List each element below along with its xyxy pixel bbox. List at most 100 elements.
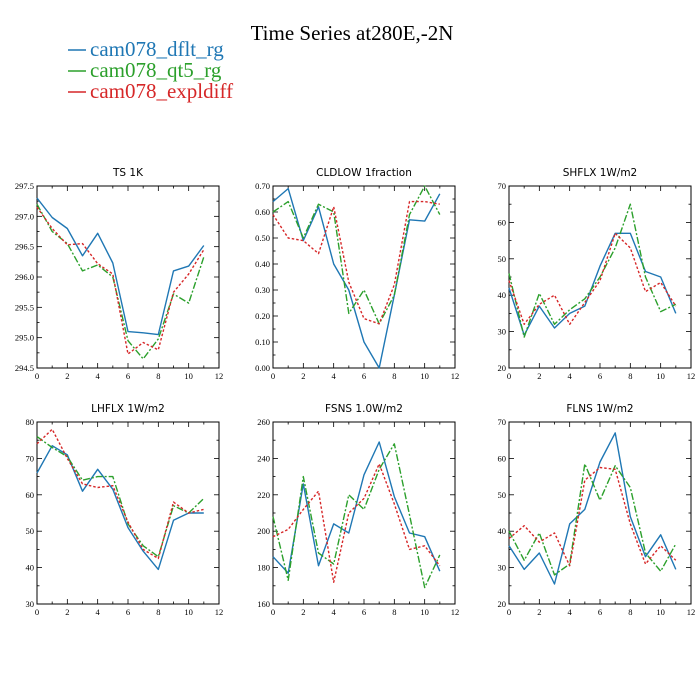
panel-title-0: TS 1K: [112, 167, 144, 179]
legend-label-0: cam078_dflt_rg: [90, 37, 224, 61]
plot-frame-5: [508, 421, 692, 605]
x-tick-label-3-6: 12: [215, 607, 224, 617]
y-tick-label-0-0: 294.5: [15, 363, 34, 373]
legend: cam078_dflt_rgcam078_qt5_rgcam078_expldi…: [68, 37, 233, 103]
panel-2: SHFLX 1W/m2 0 2 4 6 8 10 12 20 30 40 50 60 70: [498, 167, 696, 381]
x-tick-label-2-3: 6: [598, 371, 602, 381]
panel-0: TS 1K 0 2 4 6 8 10 12 294.5 295.0 295.5 296.0 296.5 2…: [15, 167, 223, 381]
y-tick-label-3-5: 80: [26, 417, 35, 427]
x-tick-label-0-1: 2: [65, 371, 69, 381]
x-tick-label-4-1: 2: [301, 607, 305, 617]
panel-title-4: FSNS 1.0W/m2: [325, 403, 403, 415]
y-tick-label-1-1: 0.10: [255, 337, 270, 347]
x-tick-label-0-2: 4: [96, 371, 101, 381]
x-tick-label-5-2: 4: [568, 607, 573, 617]
x-tick-label-0-4: 8: [156, 371, 160, 381]
y-tick-label-5-3: 50: [498, 490, 507, 500]
y-tick-label-2-2: 40: [498, 290, 507, 300]
x-tick-label-0-0: 0: [35, 371, 39, 381]
panel-title-3: LHFLX 1W/m2: [91, 403, 165, 415]
x-tick-label-3-2: 4: [96, 607, 101, 617]
y-tick-label-2-3: 50: [498, 254, 507, 264]
y-tick-label-3-0: 30: [26, 599, 35, 609]
series-line-4-0: [272, 441, 441, 574]
series-line-1-0: [272, 187, 441, 369]
x-tick-label-5-0: 0: [507, 607, 511, 617]
x-tick-label-4-3: 6: [362, 607, 366, 617]
y-tick-label-0-1: 295.0: [15, 333, 34, 343]
series-line-3-0: [36, 445, 204, 571]
y-tick-label-2-1: 30: [498, 327, 507, 337]
x-tick-label-3-4: 8: [156, 607, 160, 617]
x-tick-label-2-1: 2: [537, 371, 541, 381]
panels: TS 1K 0 2 4 6 8 10 12 294.5 295.0 295.5 296.0 296.5 2…: [15, 167, 695, 617]
y-tick-label-4-3: 220: [257, 490, 270, 500]
series-line-5-2: [508, 466, 677, 567]
y-tick-label-1-2: 0.20: [255, 311, 270, 321]
y-tick-label-4-4: 240: [257, 453, 270, 463]
panel-3: LHFLX 1W/m2 0 2 4 6 8 10 12 30 40 50 60 70 80: [26, 403, 224, 617]
series-line-5-1: [508, 463, 677, 576]
x-tick-label-2-0: 0: [507, 371, 511, 381]
y-tick-label-1-0: 0.00: [255, 363, 270, 373]
x-tick-label-3-5: 10: [184, 607, 193, 617]
x-tick-label-1-4: 8: [392, 371, 396, 381]
y-tick-label-2-0: 20: [498, 363, 507, 373]
x-tick-label-4-4: 8: [392, 607, 396, 617]
x-tick-label-5-6: 12: [687, 607, 696, 617]
legend-entry-2: cam078_expldiff: [68, 79, 233, 103]
legend-label-1: cam078_qt5_rg: [90, 58, 222, 82]
x-tick-label-1-6: 12: [451, 371, 460, 381]
y-tick-label-3-2: 50: [26, 526, 35, 536]
x-tick-label-0-6: 12: [215, 371, 224, 381]
x-tick-label-2-4: 8: [628, 371, 632, 381]
x-tick-label-1-1: 2: [301, 371, 305, 381]
series-line-3-2: [36, 428, 204, 560]
series-line-0-1: [36, 203, 205, 360]
y-tick-label-5-1: 30: [498, 563, 507, 573]
chart-title: Time Series at280E,-2N: [251, 21, 454, 45]
y-tick-label-1-7: 0.70: [255, 181, 270, 191]
series-line-3-1: [36, 436, 205, 558]
y-tick-label-4-1: 180: [257, 563, 270, 573]
series-line-0-0: [36, 197, 205, 336]
x-tick-label-3-0: 0: [35, 607, 39, 617]
x-tick-label-5-5: 10: [656, 607, 665, 617]
x-tick-label-2-6: 12: [687, 371, 696, 381]
y-tick-label-1-3: 0.30: [255, 285, 270, 295]
x-tick-label-3-1: 2: [65, 607, 69, 617]
y-tick-label-4-5: 260: [257, 417, 270, 427]
y-tick-label-0-6: 297.5: [15, 181, 34, 191]
series-line-5-0: [508, 432, 677, 585]
legend-entry-0: cam078_dflt_rg: [68, 37, 224, 61]
y-tick-label-5-0: 20: [498, 599, 507, 609]
series-line-2-2: [508, 232, 677, 325]
y-tick-label-4-2: 200: [257, 526, 270, 536]
y-tick-label-2-5: 70: [498, 181, 507, 191]
x-tick-label-4-6: 12: [451, 607, 460, 617]
legend-label-2: cam078_expldiff: [90, 79, 233, 103]
x-tick-label-4-2: 4: [332, 607, 337, 617]
series-line-1-2: [272, 200, 440, 325]
x-tick-label-0-3: 6: [126, 371, 130, 381]
y-tick-label-1-5: 0.50: [255, 233, 270, 243]
y-tick-label-1-4: 0.40: [255, 259, 270, 269]
y-tick-label-3-1: 40: [26, 563, 35, 573]
panel-4: FSNS 1.0W/m2 0 2 4 6 8 10 12 160 180 200 220 240 260: [257, 403, 459, 617]
y-tick-label-1-6: 0.60: [255, 207, 270, 217]
series-line-2-1: [508, 203, 677, 338]
panel-title-1: CLDLOW 1fraction: [316, 167, 412, 179]
x-tick-label-5-1: 2: [537, 607, 541, 617]
y-tick-label-2-4: 60: [498, 217, 507, 227]
series-line-4-1: [272, 443, 441, 589]
series-line-0-2: [36, 206, 205, 355]
y-tick-label-4-0: 160: [257, 599, 270, 609]
y-tick-label-5-4: 60: [498, 453, 507, 463]
x-tick-label-1-0: 0: [271, 371, 275, 381]
x-tick-label-1-5: 10: [420, 371, 429, 381]
legend-entry-1: cam078_qt5_rg: [68, 58, 222, 82]
y-tick-label-3-4: 70: [26, 453, 35, 463]
y-tick-label-3-3: 60: [26, 490, 35, 500]
x-tick-label-5-4: 8: [628, 607, 632, 617]
